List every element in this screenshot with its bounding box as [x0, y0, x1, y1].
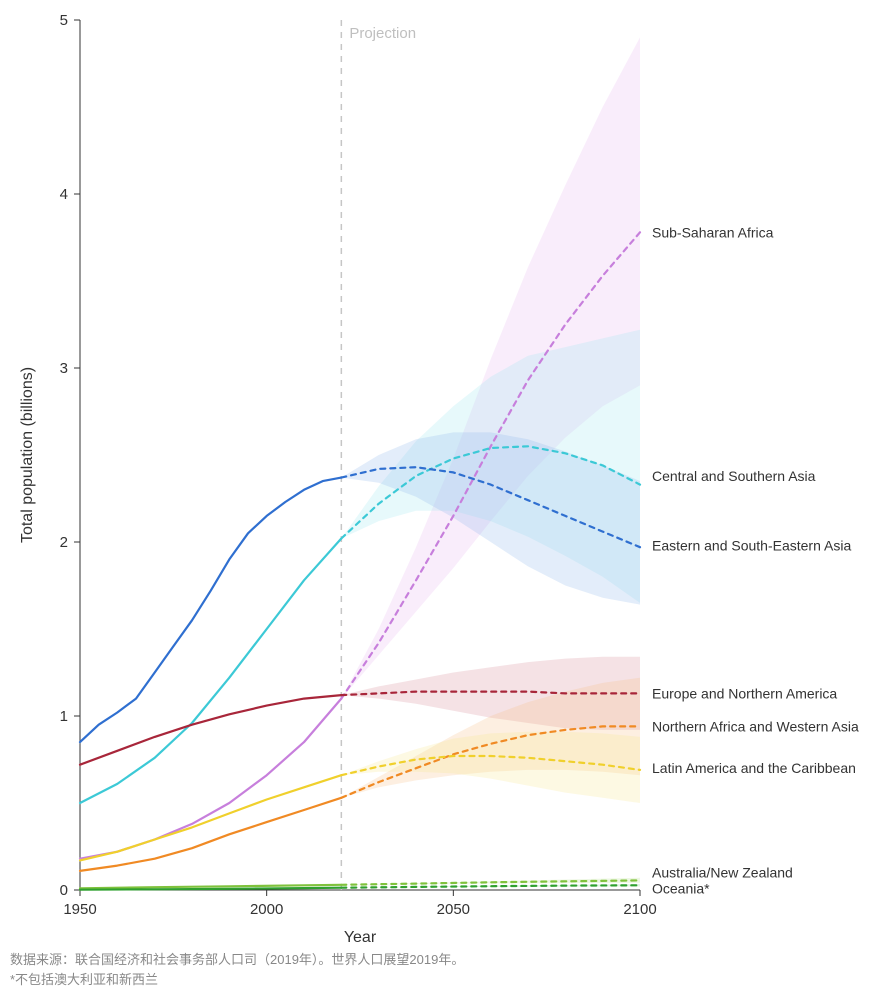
y-tick-label: 4 — [60, 186, 68, 203]
series-label-anz: Australia/New Zealand — [652, 865, 793, 881]
series-label-csa: Central and Southern Asia — [652, 468, 816, 484]
chart-container: 0 1 2 3 4 5 1950 2000 2050 2100 Year Total populati… — [0, 0, 884, 1000]
series-label-lac: Latin America and the Caribbean — [652, 760, 856, 776]
footer-line-2: *不包括澳大利亚和新西兰 — [10, 970, 158, 990]
population-chart: 0 1 2 3 4 5 1950 2000 2050 2100 Year Total populati… — [0, 0, 884, 945]
x-tick-label: 1950 — [63, 901, 96, 918]
series-projection-oce — [341, 885, 640, 887]
series-historical-ssa — [80, 699, 341, 859]
series-historical-nawa — [80, 798, 341, 871]
series-historical-ena — [80, 695, 341, 765]
y-axis-title: Total population (billions) — [19, 367, 36, 543]
series-label-esa: Eastern and South-Eastern Asia — [652, 537, 851, 553]
uncertainty-band-lac — [341, 732, 640, 803]
y-tick-label: 1 — [60, 708, 68, 725]
series-historical-esa — [80, 478, 341, 742]
series-historical-lac — [80, 775, 341, 860]
series-label-nawa: Northern Africa and Western Asia — [652, 718, 859, 734]
series-label-ssa: Sub-Saharan Africa — [652, 224, 774, 240]
y-tick-label: 2 — [60, 534, 68, 551]
y-tick-label: 3 — [60, 360, 68, 377]
y-tick-label: 5 — [60, 12, 68, 29]
x-axis-title: Year — [344, 929, 377, 945]
footer-line-1: 数据来源：联合国经济和社会事务部人口司（2019年）。世界人口展望2019年。 — [10, 950, 464, 970]
x-tick-label: 2100 — [623, 901, 656, 918]
series-historical-csa — [80, 539, 341, 804]
x-tick-label: 2000 — [250, 901, 283, 918]
series-label-ena: Europe and Northern America — [652, 685, 837, 701]
series-label-oce: Oceania* — [652, 880, 710, 896]
x-tick-label: 2050 — [437, 901, 470, 918]
y-tick-label: 0 — [60, 882, 68, 899]
projection-label: Projection — [349, 25, 416, 42]
